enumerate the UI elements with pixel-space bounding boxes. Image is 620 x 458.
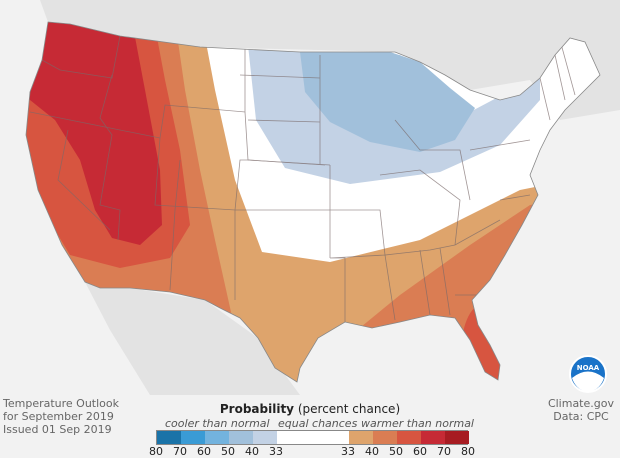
legend-tick-warm: 60 — [413, 445, 427, 458]
legend-swatch-cool-4 — [253, 431, 277, 444]
cool-50-area — [300, 52, 475, 152]
legend-title-rest: (percent chance) — [297, 402, 401, 416]
legend-tick-cool: 60 — [197, 445, 211, 458]
legend-tick-cool: 40 — [245, 445, 259, 458]
legend-title: Probability (percent chance) — [0, 402, 620, 416]
warmer-label: warmer than normal — [361, 417, 474, 430]
legend-swatch-cool-3 — [229, 431, 253, 444]
mexico-landmass — [85, 282, 300, 395]
legend-swatch-equal — [277, 431, 349, 444]
outlook-title: Temperature Outlook — [3, 397, 120, 410]
legend-swatch-warm-3 — [421, 431, 445, 444]
canada-landmass — [0, 0, 620, 120]
cooler-label: cooler than normal — [165, 417, 270, 430]
legend-swatch-warm-2 — [397, 431, 421, 444]
credit-block: Climate.gov Data: CPC — [548, 397, 614, 423]
legend-tick-cool: 33 — [269, 445, 283, 458]
legend-tick-warm: 33 — [341, 445, 355, 458]
outlook-title-block: Temperature Outlook for September 2019 I… — [3, 397, 119, 436]
outlook-period: for September 2019 — [3, 410, 114, 423]
legend-tick-warm: 40 — [365, 445, 379, 458]
legend-tick-warm: 50 — [389, 445, 403, 458]
legend-swatch-cool-2 — [205, 431, 229, 444]
noaa-logo: NOAA — [569, 355, 607, 393]
legend-tick-warm: 70 — [437, 445, 451, 458]
legend-tick-cool: 80 — [149, 445, 163, 458]
legend-tick-cool: 50 — [221, 445, 235, 458]
svg-text:NOAA: NOAA — [577, 364, 600, 372]
legend-tick-cool: 70 — [173, 445, 187, 458]
legend-swatch-cool-0 — [157, 431, 181, 444]
issued-date: Issued 01 Sep 2019 — [3, 423, 112, 436]
us-temperature-map: NOAA — [0, 0, 620, 395]
equal-label: equal chances — [278, 417, 358, 430]
legend-color-bar — [156, 430, 469, 445]
legend-swatch-warm-4 — [445, 431, 469, 444]
credit-data: Data: CPC — [553, 410, 609, 423]
legend-tick-warm: 80 — [461, 445, 475, 458]
legend-swatch-warm-0 — [349, 431, 373, 444]
state-borders — [29, 35, 576, 322]
credit-source: Climate.gov — [547, 397, 614, 410]
us-outline — [25, 21, 601, 383]
legend-swatch-warm-1 — [373, 431, 397, 444]
legend-title-bold: Probability — [219, 402, 295, 416]
legend-swatch-cool-1 — [181, 431, 205, 444]
